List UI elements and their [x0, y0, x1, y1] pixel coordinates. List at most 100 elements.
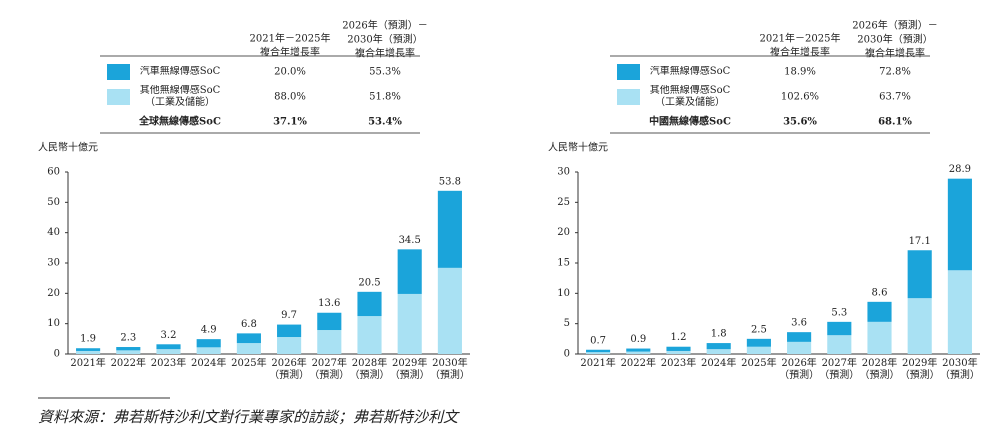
bar-segment	[666, 350, 691, 354]
x-tick-label: 2029年（預測）	[899, 358, 940, 381]
y-tick-label: 15	[557, 258, 570, 269]
table-header: 2030年（預測）	[857, 33, 932, 46]
x-tick-label: 2025年	[231, 358, 267, 369]
table-total-name: 中國無線傳感SoC	[649, 115, 731, 128]
table-header: 2021年－2025年	[250, 32, 331, 45]
x-tick-label-box: 2025年	[231, 358, 267, 369]
bar-segment	[947, 178, 972, 271]
x-tick-label: 2030年（預測）	[939, 358, 980, 381]
bar-total-label: 8.6	[872, 287, 888, 298]
table-header: 複合年增長率	[865, 47, 925, 60]
table-header: 複合年增長率	[260, 46, 320, 59]
x-tick-label-box: 2027年（預測）	[819, 358, 860, 381]
bar-segment	[277, 337, 302, 354]
x-tick-label: 2028年（預測）	[859, 358, 900, 381]
bar-segment	[76, 350, 101, 354]
table-cell: 63.7%	[879, 92, 911, 103]
y-axis-label: 人民幣十億元	[548, 141, 608, 154]
bar-segment	[317, 312, 342, 331]
x-tick-label: 2023年	[150, 358, 187, 369]
table-header: 2026年（預測）－	[852, 19, 937, 32]
y-tick-label: 0	[564, 349, 570, 360]
bar-segment	[236, 333, 261, 344]
y-tick-label: 25	[557, 197, 570, 208]
bar-segment	[116, 347, 141, 351]
bar-total-label: 5.3	[831, 307, 847, 318]
x-tick-label-box: 2029年（預測）	[899, 358, 940, 381]
legend-label-box: 汽車無線傳感SoC	[139, 66, 221, 77]
y-tick-label: 20	[47, 288, 60, 299]
legend-label: 汽車無線傳感SoC	[139, 66, 221, 77]
bar-segment	[586, 352, 611, 354]
x-tick-label-box: 2025年	[741, 358, 776, 369]
bar-total-label: 1.9	[80, 334, 96, 345]
legend-swatch	[107, 64, 130, 80]
legend-label-box: 其他無線傳感SoC（工業及儲能）	[140, 85, 221, 108]
x-tick-label: 2028年（預測）	[349, 358, 390, 381]
y-tick-label: 40	[47, 227, 60, 238]
table-cell: 88.0%	[274, 92, 306, 103]
bar-total-label: 3.6	[791, 318, 807, 329]
x-tick-label-box: 2022年	[620, 358, 657, 369]
bar-total-label: 1.2	[671, 332, 687, 343]
bar-segment	[787, 341, 812, 354]
x-tick-label: 2023年	[660, 358, 697, 369]
bar-segment	[196, 339, 221, 348]
bar-total-label: 9.7	[281, 310, 297, 321]
bar-segment	[907, 298, 932, 354]
y-tick-label: 0	[54, 349, 60, 360]
bar-total-label: 4.9	[201, 325, 217, 336]
x-tick-label: 2026年（預測）	[269, 358, 310, 381]
y-tick-label: 10	[557, 288, 570, 299]
bar-total-label: 2.5	[751, 324, 767, 335]
bar-total-label: 0.7	[590, 335, 606, 346]
bar-total-label: 17.1	[909, 236, 931, 247]
x-tick-label: 2021年	[70, 358, 106, 369]
bar-segment	[626, 351, 651, 354]
y-tick-label: 50	[47, 197, 60, 208]
bar-segment	[907, 250, 932, 299]
x-tick-label-box: 2030年（預測）	[939, 358, 980, 381]
bar-total-label: 6.8	[241, 319, 257, 330]
bar-segment	[706, 343, 731, 350]
x-tick-label: 2022年	[620, 358, 657, 369]
x-tick-label: 2024年	[700, 358, 737, 369]
x-tick-label-box: 2028年（預測）	[859, 358, 900, 381]
table-cell: 51.8%	[369, 92, 401, 103]
bar-total-label: 53.8	[439, 176, 461, 187]
x-tick-label: 2026年（預測）	[779, 358, 820, 381]
legend-swatch	[107, 89, 130, 105]
bar-segment	[787, 332, 812, 342]
bar-segment	[196, 347, 221, 354]
x-tick-label-box: 2021年	[580, 358, 615, 369]
table-total: 35.6%	[783, 117, 817, 128]
x-tick-label-box: 2029年（預測）	[389, 358, 430, 381]
bar-segment	[236, 343, 261, 354]
y-tick-label: 60	[47, 167, 60, 178]
x-tick-label: 2024年	[190, 358, 227, 369]
x-tick-label: 2029年（預測）	[389, 358, 430, 381]
table-header: 複合年增長率	[770, 46, 830, 59]
x-tick-label-box: 2022年	[111, 358, 146, 369]
table-total: 68.1%	[878, 117, 912, 128]
table-total: 37.1%	[273, 117, 307, 128]
bar-total-label: 20.5	[358, 277, 380, 288]
table-header: 複合年增長率	[355, 47, 415, 60]
bar-segment	[666, 346, 691, 351]
y-axis-label: 人民幣十億元	[38, 141, 98, 154]
x-tick-label: 2027年（預測）	[819, 358, 860, 381]
bar-segment	[947, 270, 972, 354]
x-tick-label-box: 2023年	[150, 358, 187, 369]
bar-segment	[626, 348, 651, 352]
bar-total-label: 2.3	[120, 333, 136, 344]
table-header: 2026年（預測）－	[342, 19, 427, 32]
legend-label-box: 其他無線傳感SoC（工業及儲能）	[650, 85, 731, 108]
bar-segment	[76, 348, 101, 351]
x-tick-label-box: 2024年	[190, 358, 227, 369]
x-tick-label-box: 2024年	[700, 358, 737, 369]
bar-segment	[156, 344, 181, 350]
bar-segment	[827, 321, 852, 336]
x-tick-label-box: 2030年（預測）	[430, 358, 470, 381]
x-tick-label-box: 2023年	[660, 358, 697, 369]
